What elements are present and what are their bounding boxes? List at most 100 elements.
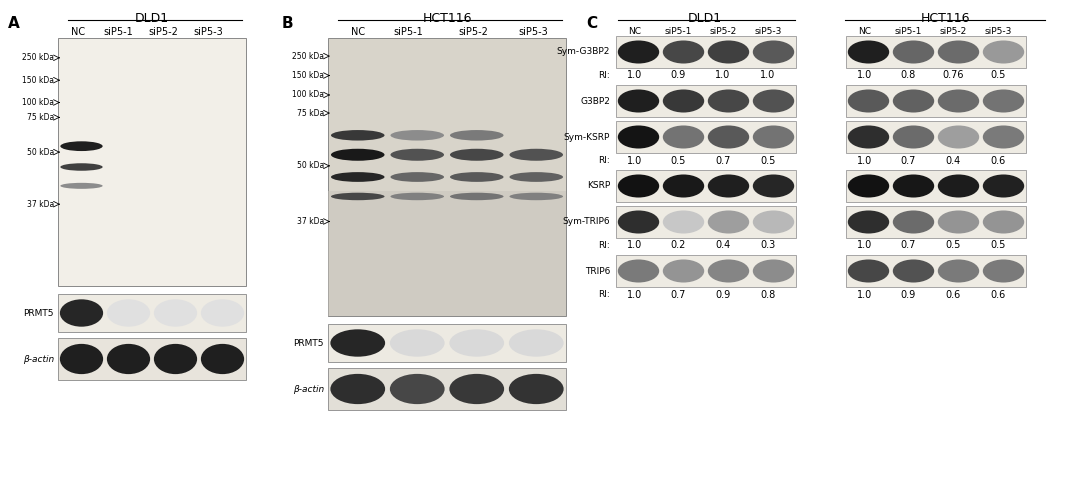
Text: 37 kDa: 37 kDa: [297, 217, 324, 226]
Text: 0.7: 0.7: [900, 156, 916, 166]
Ellipse shape: [848, 211, 889, 233]
Text: 250 kDa: 250 kDa: [292, 52, 324, 60]
Text: 0.4: 0.4: [945, 156, 961, 166]
Text: 1.0: 1.0: [858, 156, 873, 166]
Bar: [616, 170, 796, 202]
Bar: [846, 255, 1026, 287]
Text: β-actin: β-actin: [292, 384, 324, 394]
Text: PRMT5: PRMT5: [24, 309, 54, 317]
Bar: [328, 191, 566, 316]
Ellipse shape: [938, 211, 979, 233]
Text: 1.0: 1.0: [858, 241, 873, 251]
Text: 0.7: 0.7: [670, 289, 686, 299]
Text: 0.9: 0.9: [900, 289, 915, 299]
Text: siP5-3: siP5-3: [984, 27, 1012, 36]
Ellipse shape: [617, 126, 660, 148]
Text: TRIP6: TRIP6: [585, 267, 610, 275]
Text: 0.6: 0.6: [990, 289, 1006, 299]
Text: siP5-2: siP5-2: [458, 27, 488, 37]
Bar: [616, 121, 796, 153]
Ellipse shape: [848, 41, 889, 64]
Text: NC: NC: [351, 27, 365, 37]
Ellipse shape: [708, 41, 749, 64]
Text: 0.5: 0.5: [990, 71, 1006, 81]
Text: 0.8: 0.8: [900, 71, 915, 81]
Ellipse shape: [154, 299, 197, 327]
Ellipse shape: [848, 126, 889, 148]
Ellipse shape: [449, 149, 504, 161]
Text: KSRP: KSRP: [587, 182, 610, 190]
Text: 150 kDa: 150 kDa: [22, 76, 54, 85]
Ellipse shape: [107, 299, 151, 327]
Text: 100 kDa: 100 kDa: [22, 98, 54, 107]
Text: NC: NC: [859, 27, 872, 36]
Bar: [328, 38, 566, 316]
Bar: [328, 368, 566, 410]
Text: siP5-1: siP5-1: [393, 27, 422, 37]
Ellipse shape: [938, 89, 979, 113]
Ellipse shape: [617, 211, 660, 233]
Ellipse shape: [982, 211, 1025, 233]
Ellipse shape: [753, 41, 794, 64]
Ellipse shape: [509, 149, 563, 161]
Text: DLD1: DLD1: [688, 12, 722, 25]
Ellipse shape: [331, 172, 384, 182]
Ellipse shape: [509, 193, 563, 200]
Text: siP5-2: siP5-2: [939, 27, 967, 36]
Bar: [846, 85, 1026, 117]
Bar: [58, 294, 246, 332]
Text: C: C: [586, 16, 597, 31]
Text: B: B: [282, 16, 293, 31]
Ellipse shape: [617, 89, 660, 113]
Text: 0.9: 0.9: [716, 289, 731, 299]
Text: 0.6: 0.6: [945, 289, 961, 299]
Text: 1.0: 1.0: [627, 241, 642, 251]
Ellipse shape: [892, 174, 935, 198]
Ellipse shape: [753, 89, 794, 113]
Text: 0.3: 0.3: [760, 241, 775, 251]
Ellipse shape: [617, 174, 660, 198]
Text: 0.7: 0.7: [715, 156, 731, 166]
Text: 37 kDa: 37 kDa: [27, 199, 54, 209]
Ellipse shape: [663, 174, 704, 198]
Text: 150 kDa: 150 kDa: [292, 71, 324, 80]
Ellipse shape: [848, 259, 889, 283]
Ellipse shape: [509, 329, 563, 356]
Ellipse shape: [753, 174, 794, 198]
Ellipse shape: [509, 172, 563, 182]
Ellipse shape: [708, 126, 749, 148]
Ellipse shape: [982, 41, 1025, 64]
Text: siP5-3: siP5-3: [518, 27, 548, 37]
Text: 0.7: 0.7: [900, 241, 916, 251]
Text: 0.76: 0.76: [942, 71, 964, 81]
Ellipse shape: [708, 89, 749, 113]
Text: NC: NC: [628, 27, 641, 36]
Text: 1.0: 1.0: [627, 71, 642, 81]
Bar: [616, 206, 796, 238]
Ellipse shape: [617, 41, 660, 64]
Ellipse shape: [107, 344, 151, 374]
Ellipse shape: [391, 193, 444, 200]
Text: 0.5: 0.5: [990, 241, 1006, 251]
Ellipse shape: [663, 259, 704, 283]
Ellipse shape: [391, 149, 444, 161]
Text: 0.2: 0.2: [670, 241, 686, 251]
Text: RI:: RI:: [598, 156, 610, 165]
Text: A: A: [8, 16, 19, 31]
Bar: [58, 338, 246, 380]
Text: 250 kDa: 250 kDa: [22, 53, 54, 62]
Text: siP5-1: siP5-1: [103, 27, 133, 37]
Bar: [58, 38, 246, 286]
Text: 50 kDa: 50 kDa: [297, 161, 324, 170]
Text: siP5-3: siP5-3: [755, 27, 782, 36]
Ellipse shape: [61, 183, 103, 189]
Ellipse shape: [200, 344, 244, 374]
Text: β-actin: β-actin: [23, 355, 54, 364]
Ellipse shape: [892, 211, 935, 233]
Ellipse shape: [938, 259, 979, 283]
Text: Sym-TRIP6: Sym-TRIP6: [562, 217, 610, 227]
Text: NC: NC: [71, 27, 86, 37]
Text: siP5-3: siP5-3: [193, 27, 223, 37]
Text: siP5-1: siP5-1: [664, 27, 692, 36]
Ellipse shape: [938, 126, 979, 148]
